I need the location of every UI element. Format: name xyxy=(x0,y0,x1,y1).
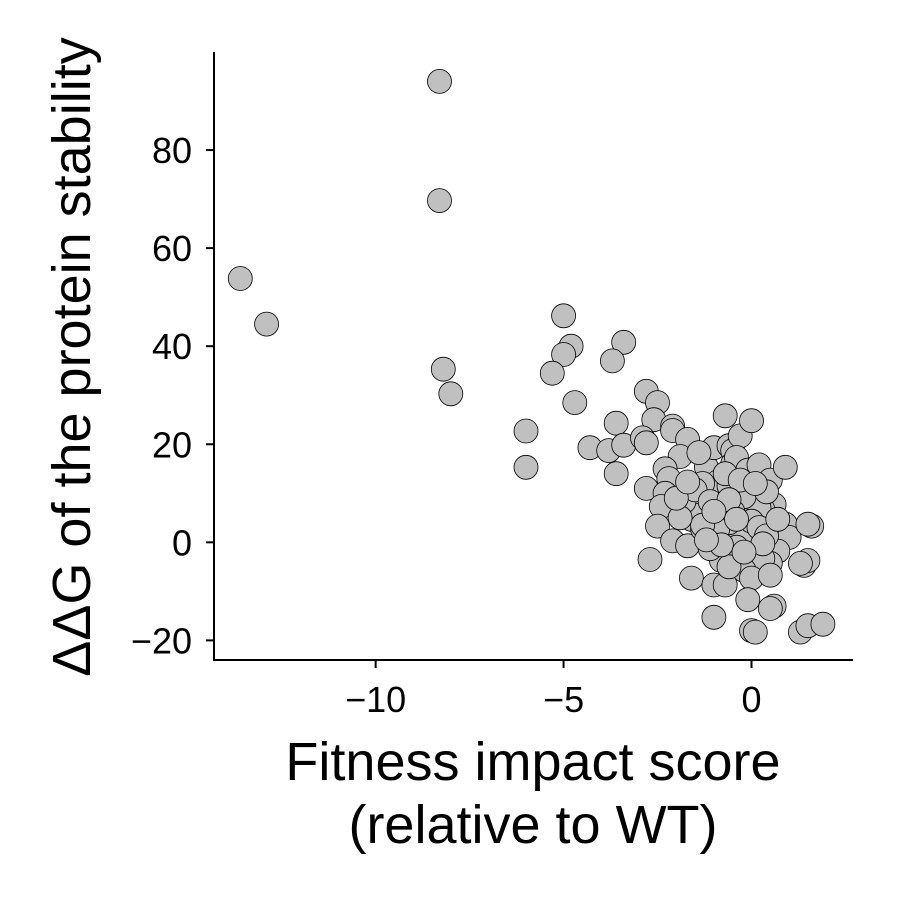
data-point xyxy=(694,527,719,553)
x-tick-label: −5 xyxy=(543,679,584,720)
y-tick-label: 20 xyxy=(152,424,192,465)
y-axis-ticks: −20 0 20 40 60 80 xyxy=(131,130,214,661)
data-point xyxy=(810,611,836,637)
data-point xyxy=(254,311,280,337)
x-tick-label: 0 xyxy=(741,679,761,720)
data-point xyxy=(633,430,659,456)
data-point xyxy=(539,360,565,386)
data-point xyxy=(675,469,700,495)
data-point xyxy=(438,381,464,407)
y-tick-label: 60 xyxy=(152,228,192,269)
data-point xyxy=(637,547,663,572)
data-point xyxy=(551,342,576,367)
data-point xyxy=(772,454,798,480)
data-point xyxy=(513,454,539,480)
data-point xyxy=(731,539,757,565)
data-point xyxy=(513,418,539,444)
data-point xyxy=(430,356,456,382)
data-point xyxy=(757,596,783,621)
data-point xyxy=(227,266,253,291)
data-point xyxy=(611,329,637,355)
data-point xyxy=(603,461,629,487)
data-point xyxy=(735,587,761,613)
y-tick-label: −20 xyxy=(131,620,192,661)
y-axis-title: ΔΔG of the protein stability xyxy=(42,37,102,676)
y-tick-label: 80 xyxy=(152,130,192,171)
data-points xyxy=(227,69,836,645)
data-point xyxy=(603,410,629,436)
data-point xyxy=(742,619,768,645)
data-point xyxy=(765,506,791,532)
data-point xyxy=(716,554,742,580)
x-axis-title-line-1: Fitness impact score xyxy=(285,732,780,792)
x-tick-label: −10 xyxy=(345,679,406,720)
data-point xyxy=(724,506,749,532)
data-point xyxy=(742,471,768,496)
data-point xyxy=(427,69,452,94)
data-point xyxy=(788,551,813,576)
data-point xyxy=(600,348,625,374)
y-tick-label: 40 xyxy=(152,326,192,367)
data-point xyxy=(427,188,452,214)
data-point xyxy=(562,390,588,416)
y-tick-label: 0 xyxy=(172,522,192,563)
data-point xyxy=(795,511,821,537)
data-point xyxy=(686,440,712,466)
x-axis-ticks: −10 −5 0 xyxy=(345,660,762,720)
data-point xyxy=(679,565,704,591)
data-point xyxy=(757,562,783,588)
data-point xyxy=(712,403,738,429)
data-point xyxy=(701,498,727,524)
data-point xyxy=(701,604,727,630)
data-point xyxy=(645,513,670,539)
data-point xyxy=(551,303,576,329)
x-axis-title-line-2: (relative to WT) xyxy=(348,795,717,855)
data-point xyxy=(739,408,764,434)
